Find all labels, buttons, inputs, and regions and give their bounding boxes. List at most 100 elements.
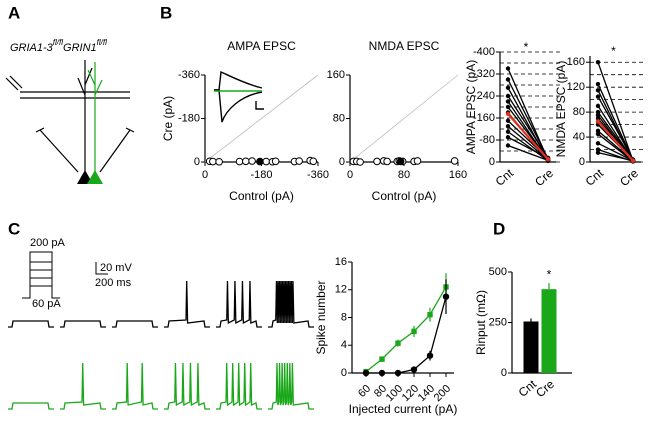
y-axis-label: NMDA EPSC (pA) xyxy=(554,61,568,158)
x-tick-label: -360 xyxy=(307,169,329,181)
x-tick-label: Cre xyxy=(617,166,641,189)
y-tick-label: 0 xyxy=(194,156,200,168)
y-tick-label: 80 xyxy=(573,106,585,118)
x-tick-label: 160 xyxy=(449,169,467,181)
point xyxy=(595,147,601,152)
point xyxy=(595,60,601,65)
point xyxy=(356,158,364,166)
voltage-trace xyxy=(60,320,106,328)
x-tick-label: Cre xyxy=(532,166,556,189)
point xyxy=(595,94,601,99)
point xyxy=(235,157,244,166)
point xyxy=(396,157,405,166)
point xyxy=(595,141,601,146)
voltage-trace xyxy=(60,362,106,410)
panel-label: B xyxy=(160,3,172,22)
y-tick-label: -160 xyxy=(473,112,495,124)
bar xyxy=(541,289,557,373)
point xyxy=(242,157,250,166)
y-tick-label: 40 xyxy=(573,131,585,143)
gene: GRIA1-3 xyxy=(10,42,54,54)
voltage-trace xyxy=(8,402,54,410)
significance: * xyxy=(611,44,616,58)
chart-title: AMPA EPSC xyxy=(227,39,296,53)
point xyxy=(450,157,459,165)
point xyxy=(505,118,511,123)
y-tick-label: 0 xyxy=(501,367,507,379)
point xyxy=(215,157,223,166)
y-tick-label: 120 xyxy=(567,81,585,93)
neuron xyxy=(87,170,103,184)
x-tick-label: -180 xyxy=(250,169,272,181)
y-tick-label: -180 xyxy=(178,112,200,124)
y-tick-label: 0 xyxy=(579,156,585,168)
point xyxy=(209,157,217,166)
pair-line xyxy=(597,83,634,161)
y-tick-label: -400 xyxy=(473,46,495,58)
y-tick-label: 16 xyxy=(335,256,347,268)
point xyxy=(545,157,551,162)
y-tick-label: 160 xyxy=(327,69,345,81)
pair-line xyxy=(597,111,634,161)
series-line xyxy=(365,286,447,373)
point xyxy=(595,116,601,121)
point xyxy=(505,129,511,134)
x-axis-label: Control (pA) xyxy=(372,189,437,203)
allele: fl/fl xyxy=(53,38,63,47)
voltage-trace xyxy=(164,362,210,410)
point xyxy=(256,157,264,166)
point xyxy=(271,157,280,166)
point xyxy=(505,99,511,104)
x-tick-label: 60 xyxy=(356,383,373,400)
y-tick-label: 80 xyxy=(333,112,345,124)
y-tick-label: -360 xyxy=(178,69,200,81)
y-axis-label: Spike number xyxy=(314,280,328,354)
y-tick-label: 8 xyxy=(341,311,347,323)
voltage-trace xyxy=(216,280,262,328)
x-axis-label: Injected current (pA) xyxy=(349,402,458,416)
pair-line xyxy=(507,136,549,159)
point xyxy=(595,103,601,109)
y-tick-label: 12 xyxy=(335,284,347,296)
point xyxy=(505,135,511,140)
point xyxy=(295,157,303,165)
x-tick-label: 0 xyxy=(347,169,353,181)
voltage-trace xyxy=(8,320,54,328)
point xyxy=(379,356,385,362)
voltage-trace xyxy=(112,320,158,328)
y-tick-label: 0 xyxy=(339,156,345,168)
y-tick-label: 4 xyxy=(341,339,347,351)
voltage-trace xyxy=(112,362,158,410)
point xyxy=(442,293,450,300)
voltage-trace xyxy=(268,280,314,328)
point xyxy=(595,128,601,134)
y-tick-label: 250 xyxy=(489,316,507,328)
voltage-trace xyxy=(164,280,210,328)
point xyxy=(505,85,511,90)
pair-line xyxy=(507,113,549,160)
gene: GRIN1 xyxy=(63,42,97,54)
step-label: 200 pA xyxy=(30,237,66,249)
point xyxy=(630,158,636,163)
point xyxy=(413,157,422,165)
pair-line xyxy=(597,133,634,162)
pair-line xyxy=(507,144,549,161)
y-tick-label: 0 xyxy=(341,367,347,379)
point xyxy=(505,124,511,129)
pair-line xyxy=(507,95,549,159)
point xyxy=(505,104,511,110)
step-protocol xyxy=(22,251,108,299)
y-tick-label: -80 xyxy=(479,134,495,146)
pair-line xyxy=(507,131,549,162)
significance: * xyxy=(524,40,529,54)
panel-label: C xyxy=(8,219,20,238)
point xyxy=(410,366,418,373)
panel-label: D xyxy=(493,219,505,238)
point xyxy=(309,157,318,166)
y-tick-label: 160 xyxy=(567,56,585,68)
x-tick-label: Cnt xyxy=(493,166,517,189)
point xyxy=(595,150,601,155)
y-axis-label: AMPA EPSC (pA) xyxy=(464,60,478,154)
point xyxy=(362,369,370,377)
point xyxy=(373,157,381,166)
